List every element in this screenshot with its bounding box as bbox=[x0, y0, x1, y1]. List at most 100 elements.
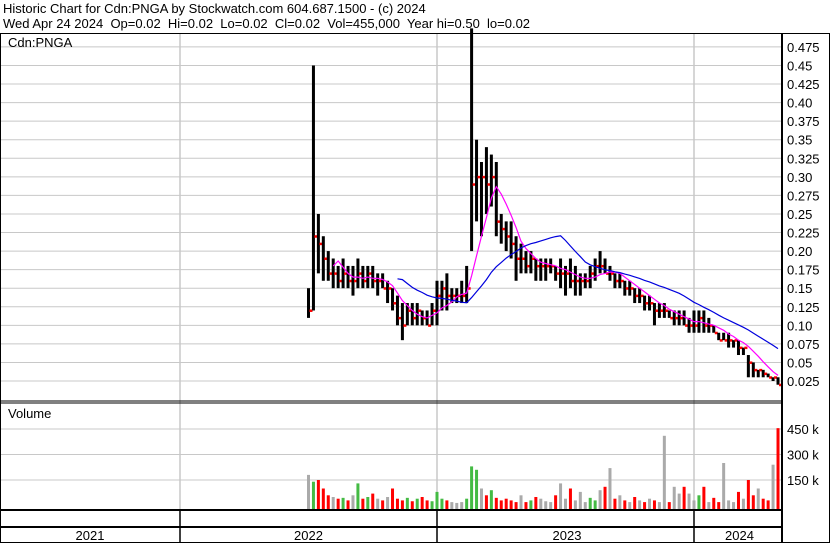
volume-bar bbox=[648, 498, 652, 509]
price-bar bbox=[405, 303, 409, 326]
volume-bar bbox=[727, 500, 731, 509]
close-marker bbox=[630, 287, 634, 290]
volume-bar bbox=[771, 464, 775, 509]
close-marker bbox=[482, 175, 486, 179]
volume-bar bbox=[722, 463, 726, 509]
price-bar bbox=[766, 373, 770, 378]
close-marker bbox=[759, 368, 763, 372]
price-bar bbox=[529, 251, 533, 274]
volume-bar bbox=[440, 498, 444, 509]
close-marker bbox=[526, 264, 530, 268]
price-bar bbox=[445, 273, 449, 311]
price-bar bbox=[751, 362, 755, 378]
price-bar bbox=[677, 310, 681, 326]
close-marker bbox=[413, 316, 417, 320]
close-marker bbox=[329, 272, 333, 275]
close-marker bbox=[477, 175, 481, 179]
volume-bar bbox=[371, 493, 375, 509]
price-bar bbox=[351, 265, 355, 296]
close-marker bbox=[462, 294, 466, 298]
price-bar bbox=[386, 280, 390, 304]
price-bar bbox=[593, 258, 597, 281]
volume-bar bbox=[321, 488, 325, 509]
close-marker bbox=[571, 279, 575, 283]
year-label: 2023 bbox=[553, 528, 582, 543]
volume-bar bbox=[430, 501, 434, 509]
close-marker bbox=[606, 272, 610, 275]
volume-bar bbox=[603, 486, 607, 509]
volume-bar bbox=[395, 498, 399, 509]
volume-bar bbox=[465, 498, 469, 509]
close-marker bbox=[660, 309, 664, 312]
volume-bar bbox=[544, 501, 548, 509]
price-bar bbox=[771, 377, 775, 381]
price-bar bbox=[618, 273, 622, 289]
price-bar bbox=[440, 280, 444, 311]
close-marker bbox=[615, 279, 619, 283]
price-bar bbox=[657, 303, 661, 318]
price-bar bbox=[638, 288, 642, 304]
close-marker bbox=[610, 272, 614, 275]
price-tick-label: 0.025 bbox=[787, 374, 820, 389]
close-marker bbox=[744, 346, 748, 350]
volume-bar bbox=[366, 497, 370, 509]
price-tick-label: 0.175 bbox=[787, 263, 820, 278]
close-marker bbox=[774, 376, 778, 379]
volume-bar bbox=[484, 495, 488, 509]
price-tick-label: 0.05 bbox=[787, 355, 812, 370]
close-marker bbox=[724, 339, 728, 342]
close-marker bbox=[423, 316, 427, 320]
price-bar bbox=[776, 377, 780, 385]
price-bar bbox=[460, 280, 464, 304]
volume-bar bbox=[356, 483, 360, 509]
price-bar bbox=[608, 265, 612, 281]
close-marker bbox=[670, 316, 674, 320]
close-marker bbox=[739, 346, 743, 350]
volume-bar bbox=[415, 498, 419, 509]
close-marker bbox=[442, 287, 446, 290]
volume-bar bbox=[361, 498, 365, 509]
close-marker bbox=[591, 272, 595, 275]
price-bar bbox=[732, 340, 736, 348]
volume-bar bbox=[425, 500, 429, 509]
price-bar bbox=[475, 139, 479, 222]
close-marker bbox=[675, 316, 679, 320]
volume-bar bbox=[618, 495, 622, 509]
price-bar bbox=[455, 288, 459, 304]
volume-bar bbox=[702, 486, 706, 509]
volume-bar bbox=[657, 502, 661, 509]
close-marker bbox=[541, 264, 545, 268]
price-bar bbox=[583, 273, 587, 289]
volume-bar bbox=[455, 502, 459, 509]
price-bar bbox=[346, 265, 350, 289]
price-bar bbox=[648, 295, 652, 311]
volume-label: Volume bbox=[8, 406, 51, 421]
volume-bar bbox=[386, 497, 390, 509]
close-marker bbox=[502, 227, 506, 231]
close-marker bbox=[388, 287, 392, 290]
close-marker bbox=[512, 242, 516, 246]
volume-bar bbox=[460, 502, 464, 509]
price-bar bbox=[727, 332, 731, 348]
volume-bar bbox=[489, 490, 493, 509]
volume-bar bbox=[499, 500, 503, 509]
close-marker bbox=[349, 279, 353, 283]
price-bar bbox=[410, 303, 414, 326]
price-bar bbox=[534, 258, 538, 281]
price-bar bbox=[756, 369, 760, 378]
price-tick-label: 0.35 bbox=[787, 133, 812, 148]
close-marker bbox=[334, 272, 338, 275]
price-bar bbox=[746, 355, 750, 378]
volume-bar bbox=[549, 502, 553, 509]
price-bar bbox=[395, 295, 399, 326]
price-bar bbox=[652, 303, 656, 326]
close-marker bbox=[635, 294, 639, 298]
price-tick-label: 0.075 bbox=[787, 337, 820, 352]
price-bar bbox=[568, 258, 572, 289]
price-bar bbox=[450, 288, 454, 304]
close-marker bbox=[507, 235, 511, 238]
volume-bar bbox=[633, 497, 637, 509]
price-tick-label: 0.125 bbox=[787, 300, 820, 315]
close-marker bbox=[467, 287, 471, 290]
price-bar bbox=[672, 310, 676, 326]
